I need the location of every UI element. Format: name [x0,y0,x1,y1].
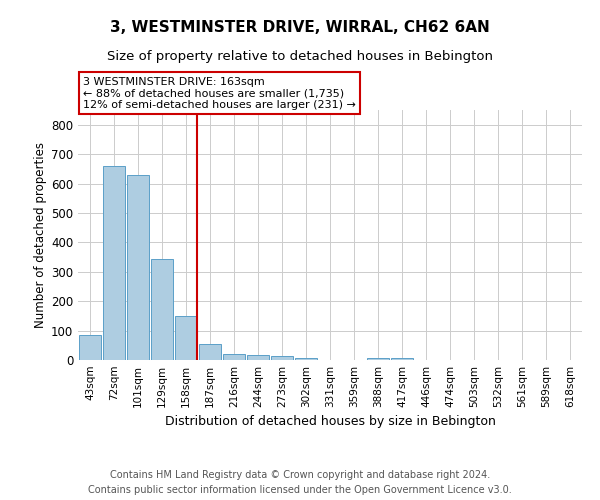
Text: Size of property relative to detached houses in Bebington: Size of property relative to detached ho… [107,50,493,63]
Bar [271,356,293,360]
Text: Contains public sector information licensed under the Open Government Licence v3: Contains public sector information licen… [88,485,512,495]
Bar [175,316,197,360]
Bar [247,354,269,360]
X-axis label: Distribution of detached houses by size in Bebington: Distribution of detached houses by size … [164,416,496,428]
Bar [223,354,245,360]
Bar [151,258,173,360]
Bar [103,166,125,360]
Bar [391,358,413,360]
Bar [79,335,101,360]
Text: 3, WESTMINSTER DRIVE, WIRRAL, CH62 6AN: 3, WESTMINSTER DRIVE, WIRRAL, CH62 6AN [110,20,490,35]
Bar [127,174,149,360]
Bar [367,358,389,360]
Text: 3 WESTMINSTER DRIVE: 163sqm
← 88% of detached houses are smaller (1,735)
12% of : 3 WESTMINSTER DRIVE: 163sqm ← 88% of det… [83,77,356,110]
Y-axis label: Number of detached properties: Number of detached properties [34,142,47,328]
Bar [295,358,317,360]
Bar [199,344,221,360]
Text: Contains HM Land Registry data © Crown copyright and database right 2024.: Contains HM Land Registry data © Crown c… [110,470,490,480]
